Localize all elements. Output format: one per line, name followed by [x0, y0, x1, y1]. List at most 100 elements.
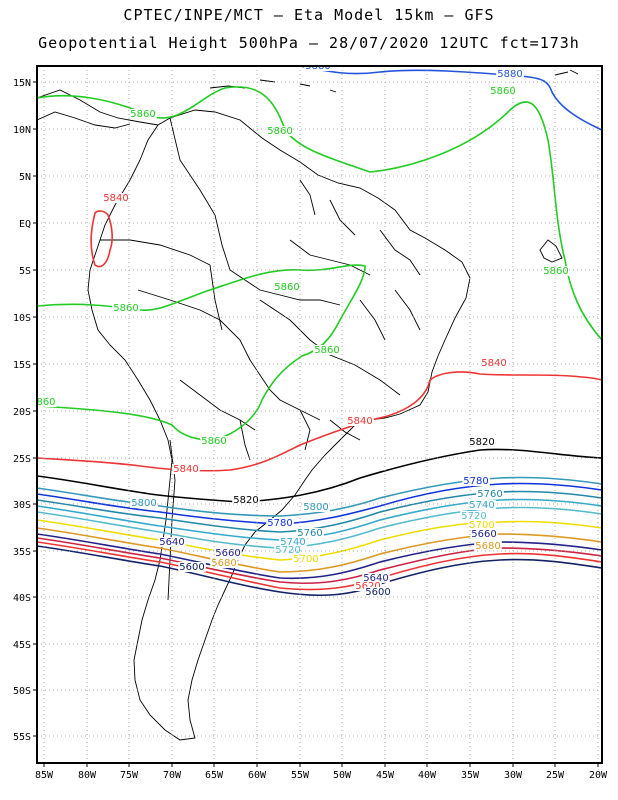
lon-tick-label: 55W — [291, 770, 310, 781]
contour-label-bg — [214, 548, 242, 558]
lon-tick-label: 70W — [163, 770, 182, 781]
grid-layer — [37, 66, 602, 763]
contour-label: 5620 — [355, 581, 380, 592]
contour-label: 5860 — [267, 126, 292, 137]
contour-line-5660 — [37, 533, 602, 580]
contour-label: 5880 — [497, 69, 522, 80]
contour-label-bg — [200, 436, 228, 446]
contour-label: 5840 — [103, 193, 128, 204]
longitude-labels: 85W 80W 75W 70W 65W 60W 55W 50W 45W 40W 35W 30W 25W 2… — [35, 763, 608, 781]
contour-label-bg — [172, 464, 200, 474]
contour-label: 5800 — [131, 498, 156, 509]
contour-label-bg — [542, 266, 570, 276]
lat-tick-label: 30S — [13, 500, 31, 511]
contour-label-bg — [460, 511, 488, 521]
contour-label: 5680 — [211, 558, 236, 569]
lat-tick-label: 50S — [13, 686, 31, 697]
contour-label-bg — [210, 558, 238, 568]
contour-label: 860 — [36, 397, 55, 408]
lat-tick-label: 35S — [13, 547, 31, 558]
contour-label-bg — [470, 529, 498, 539]
lat-tick-label: 10S — [13, 313, 31, 324]
contour-label-bg — [354, 581, 382, 591]
contour-label-bg — [296, 528, 324, 538]
lat-tick-label: 15N — [13, 78, 31, 89]
contour-label: 5760 — [297, 528, 322, 539]
contour-label-bg — [476, 489, 504, 499]
contour-line-5700 — [37, 519, 602, 561]
contour-line-5680 — [37, 527, 602, 573]
contour-label: 5640 — [363, 573, 388, 584]
lon-tick-label: 30W — [504, 770, 523, 781]
lat-tick-label: EQ — [19, 219, 31, 230]
contour-label: 5860 — [314, 345, 339, 356]
contour-label-bg — [292, 554, 320, 564]
contour-line-5720 — [37, 506, 602, 549]
contour-label: 5860 — [274, 282, 299, 293]
contour-label: 5800 — [303, 502, 328, 513]
contour-label: 5740 — [280, 537, 305, 548]
contour-label: 5600 — [365, 587, 390, 598]
contour-label: 5860 — [543, 266, 568, 277]
contour-line-5820 — [37, 448, 602, 503]
contour-label: 5880 — [305, 61, 330, 72]
contour-label: 5760 — [477, 489, 502, 500]
contour-label: 5820 — [233, 495, 258, 506]
lat-tick-label: 20S — [13, 407, 31, 418]
contour-label: 5720 — [275, 545, 300, 556]
contour-line-5760 — [37, 490, 602, 533]
contour-label-bg — [313, 345, 341, 355]
contour-label-bg — [266, 518, 294, 528]
lat-tick-label: 45S — [13, 640, 31, 651]
latitude-labels: 15N 10N 5N EQ 5S 10S 15S 20S 25S 30S 35S 40S 45S 50S 5… — [13, 78, 37, 743]
lon-tick-label: 40W — [418, 770, 437, 781]
contour-label: 5780 — [463, 476, 488, 487]
caribbean-islands — [209, 69, 579, 263]
central-america-coastline — [37, 89, 159, 129]
map-subtitle: Geopotential Height 500hPa – 28/07/2020 … — [38, 34, 580, 52]
contour-label-bg — [468, 437, 496, 447]
contour-label: 5600 — [179, 562, 204, 573]
contour-label-bg — [279, 537, 307, 547]
lon-tick-label: 75W — [120, 770, 139, 781]
lat-tick-label: 55S — [13, 732, 31, 743]
lat-tick-label: 5S — [19, 266, 31, 277]
contour-label-bg — [129, 109, 157, 119]
contour-label: 5860 — [201, 436, 226, 447]
contour-label-bg — [474, 541, 502, 551]
contour-label: 5860 — [490, 86, 515, 97]
lon-tick-label: 25W — [546, 770, 565, 781]
contour-label: 5860 — [130, 109, 155, 120]
lon-tick-label: 65W — [205, 770, 224, 781]
contour-label-bg — [346, 416, 374, 426]
contour-label: 5840 — [173, 464, 198, 475]
contour-label-bg — [362, 573, 390, 583]
contour-label-bg — [462, 476, 490, 486]
contour-label-bg — [364, 587, 392, 597]
contour-label: 5860 — [113, 303, 138, 314]
contour-line-5880 — [299, 66, 602, 131]
contour-label: 5840 — [347, 416, 372, 427]
lon-tick-label: 80W — [78, 770, 97, 781]
contour-label: 5740 — [469, 500, 494, 511]
contour-label-bg — [468, 520, 496, 530]
contour-line-5640 — [37, 537, 602, 585]
map-frame — [36, 65, 603, 764]
contour-label-bg — [274, 545, 302, 555]
contour-line-5740 — [37, 498, 602, 541]
contour-label: 5660 — [471, 529, 496, 540]
contour-line-5840 — [90, 210, 113, 268]
contour-line-5780 — [37, 482, 602, 525]
contour-line-5860 — [37, 264, 366, 441]
contour-label: 5700 — [293, 554, 318, 565]
map-title: CPTEC/INPE/MCT – Eta Model 15km – GFS — [123, 6, 495, 24]
contour-line-5620 — [37, 541, 602, 591]
contour-label-bg — [178, 562, 206, 572]
contour-line-5840 — [37, 371, 602, 472]
contour-label-bg — [102, 193, 130, 203]
contour-label-bg — [112, 303, 140, 313]
lat-tick-label: 5N — [19, 172, 31, 183]
contour-label-bg — [304, 66, 332, 71]
coastline-layer — [37, 69, 579, 741]
